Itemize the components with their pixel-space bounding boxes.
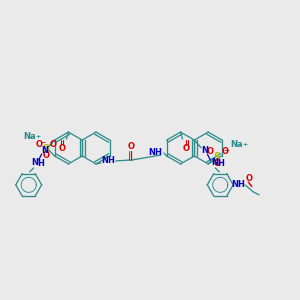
Text: H: H [217, 159, 224, 168]
Text: −: − [224, 148, 229, 152]
Text: S: S [214, 152, 221, 162]
Text: H: H [37, 159, 44, 168]
Text: O: O [50, 140, 57, 148]
Text: O: O [214, 159, 220, 168]
Text: +: + [242, 142, 247, 146]
Text: NH: NH [148, 148, 162, 158]
Text: O: O [222, 148, 229, 157]
Text: S: S [42, 144, 49, 154]
Text: NH: NH [101, 156, 115, 165]
Text: O: O [128, 142, 135, 151]
Text: H: H [238, 180, 244, 189]
Text: +: + [35, 134, 40, 139]
Text: Na: Na [231, 140, 243, 148]
Text: O: O [246, 174, 253, 183]
Text: N: N [41, 146, 48, 155]
Text: O: O [59, 143, 66, 152]
Text: Na: Na [23, 132, 36, 141]
Text: −: − [40, 140, 45, 145]
Text: N: N [31, 158, 38, 167]
Text: N: N [201, 146, 208, 155]
Text: N: N [232, 180, 239, 189]
Text: O: O [35, 140, 42, 148]
Text: N: N [211, 158, 218, 167]
Text: O: O [43, 152, 50, 160]
Text: O: O [183, 143, 190, 152]
Text: O: O [207, 148, 214, 157]
